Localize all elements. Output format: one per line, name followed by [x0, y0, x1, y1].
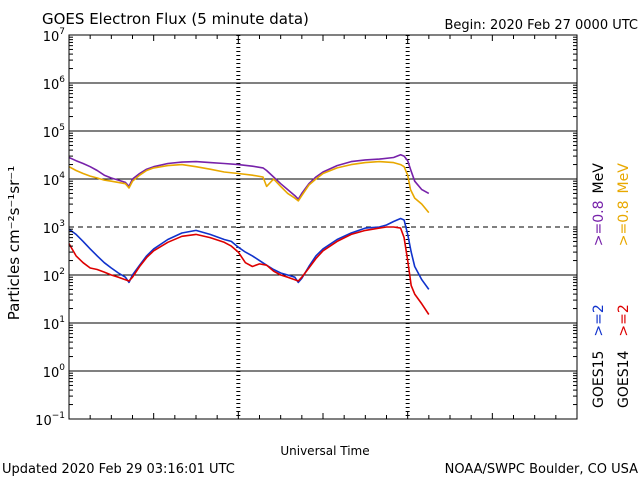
legend-entry-unit: MeV — [616, 163, 632, 194]
chart-title: GOES Electron Flux (5 minute data) — [42, 10, 309, 28]
y-tick-exponent: 2 — [59, 267, 65, 277]
legend-column-2: GOES14 >=2 >=0.8 MeV — [616, 163, 632, 408]
series-line-4 — [68, 226, 430, 315]
y-tick-exponent: 5 — [59, 123, 65, 133]
y-axis-label: Particles cm⁻²s⁻¹sr⁻¹ — [5, 166, 23, 320]
x-axis-label: Universal Time — [280, 444, 369, 458]
y-tick-label: 10−1 — [35, 411, 65, 429]
y-tick-base: 10 — [43, 318, 60, 333]
y-tick-base: 10 — [43, 30, 60, 45]
legend-entry-unit: MeV — [591, 163, 607, 194]
y-tick-exponent: 3 — [59, 219, 65, 229]
legend-entry-label: >=2 — [591, 304, 607, 336]
y-tick-label: 104 — [43, 171, 66, 189]
y-tick-base: 10 — [43, 222, 60, 237]
y-tick-label: 106 — [43, 75, 66, 93]
credit-label: NOAA/SWPC Boulder, CO USA — [445, 462, 638, 477]
y-tick-label: 105 — [43, 123, 65, 141]
plot-frame — [68, 34, 578, 420]
y-tick-label: 102 — [43, 267, 65, 285]
legend-satellite: GOES15 — [591, 351, 607, 408]
updated-timestamp: Updated 2020 Feb 29 03:16:01 UTC — [2, 462, 235, 477]
y-tick-base: 10 — [35, 414, 52, 429]
grid-layer — [69, 35, 577, 419]
legend-entry-label: >=0.8 — [591, 200, 607, 246]
y-tick-base: 10 — [43, 78, 60, 93]
legend: GOES15 >=2 >=0.8 MeV GOES14 >=2 >=0.8 MeV — [591, 163, 632, 408]
y-tick-base: 10 — [43, 366, 60, 381]
y-tick-exponent: 0 — [59, 363, 65, 373]
y-tick-exponent: 4 — [59, 171, 65, 181]
y-tick-label: 107 — [43, 27, 65, 45]
legend-entry-label: >=2 — [616, 304, 632, 336]
y-tick-exponent: 7 — [59, 27, 65, 37]
y-tick-exponent: 1 — [59, 315, 65, 325]
y-tick-base: 10 — [43, 126, 60, 141]
y-tick-base: 10 — [43, 270, 60, 285]
series-line-3 — [68, 217, 430, 290]
legend-column-1: GOES15 >=2 >=0.8 MeV — [591, 163, 607, 408]
y-tick-exponent: 6 — [59, 75, 65, 85]
y-tick-label: 101 — [43, 315, 65, 333]
y-tick-exponent: −1 — [52, 411, 65, 421]
series-line-1 — [68, 154, 430, 200]
y-tick-base: 10 — [43, 174, 60, 189]
legend-satellite: GOES14 — [616, 350, 632, 408]
series-line-2 — [68, 160, 430, 214]
legend-entry-label: >=0.8 — [616, 200, 632, 246]
y-tick-label: 103 — [43, 219, 65, 237]
y-tick-label: 100 — [43, 363, 66, 381]
begin-label: Begin: 2020 Feb 27 0000 UTC — [444, 18, 638, 33]
series-layer — [68, 154, 430, 315]
